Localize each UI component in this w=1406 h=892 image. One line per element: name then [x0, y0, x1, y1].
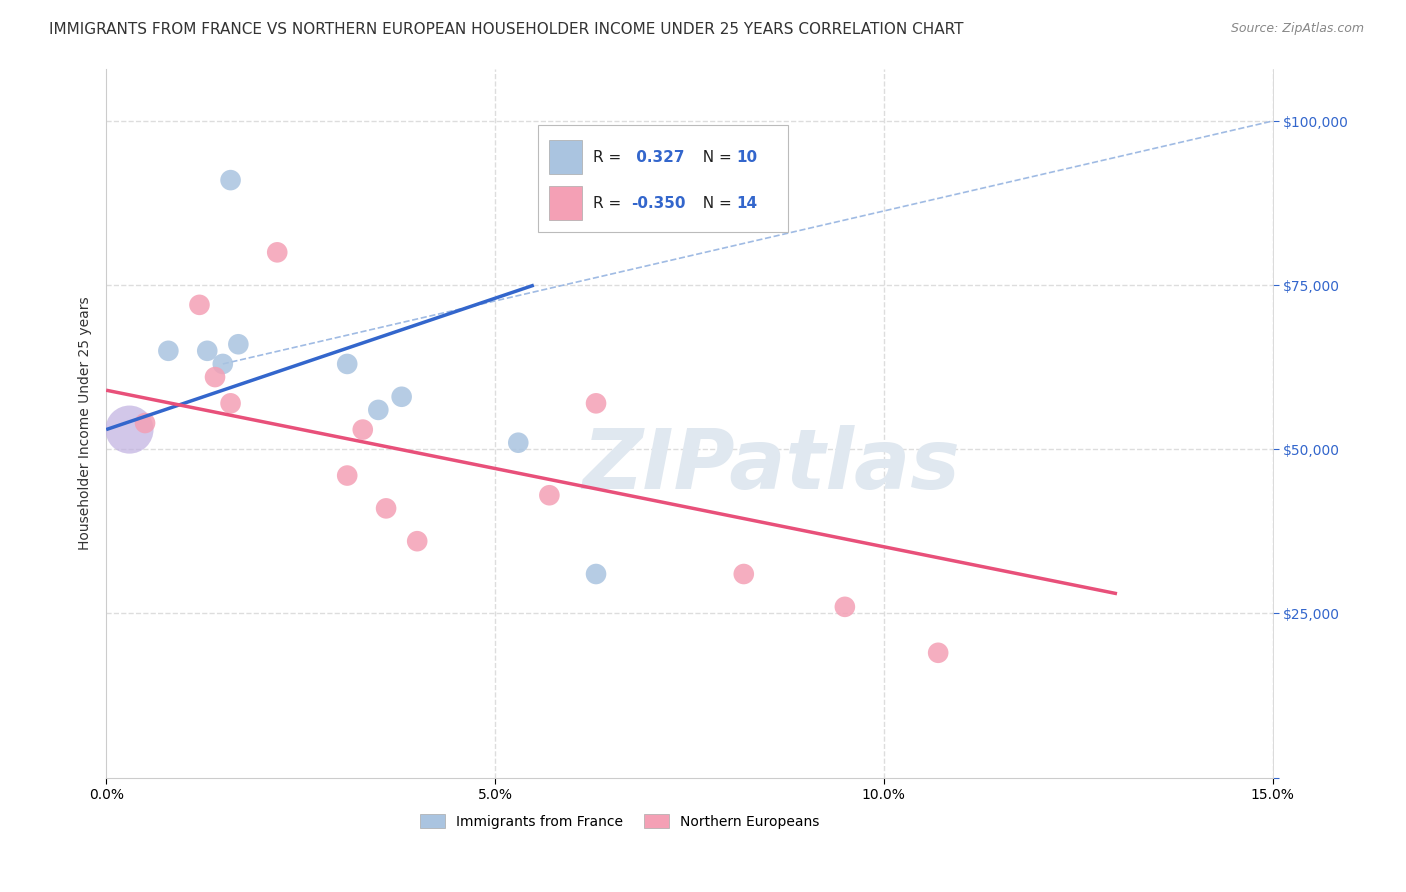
- Text: 10: 10: [735, 150, 756, 165]
- Point: [391, 390, 413, 404]
- Point: [219, 173, 242, 187]
- FancyBboxPatch shape: [537, 125, 789, 232]
- Text: N =: N =: [693, 195, 737, 211]
- Point: [195, 343, 218, 358]
- Point: [336, 468, 359, 483]
- Bar: [550, 186, 582, 220]
- Bar: [550, 140, 582, 174]
- Point: [219, 396, 242, 410]
- Point: [134, 416, 156, 430]
- Point: [188, 298, 211, 312]
- Text: IMMIGRANTS FROM FRANCE VS NORTHERN EUROPEAN HOUSEHOLDER INCOME UNDER 25 YEARS CO: IMMIGRANTS FROM FRANCE VS NORTHERN EUROP…: [49, 22, 963, 37]
- Point: [352, 423, 374, 437]
- Text: R =: R =: [592, 150, 626, 165]
- Text: N =: N =: [693, 150, 737, 165]
- Y-axis label: Householder Income Under 25 years: Householder Income Under 25 years: [79, 296, 93, 549]
- Point: [266, 245, 288, 260]
- Point: [157, 343, 180, 358]
- Point: [538, 488, 561, 502]
- Point: [834, 599, 856, 614]
- Text: 0.327: 0.327: [631, 150, 685, 165]
- Text: -0.350: -0.350: [631, 195, 686, 211]
- Legend: Immigrants from France, Northern Europeans: Immigrants from France, Northern Europea…: [415, 808, 825, 834]
- Point: [927, 646, 949, 660]
- Point: [211, 357, 233, 371]
- Point: [585, 396, 607, 410]
- Point: [585, 567, 607, 582]
- Point: [118, 423, 141, 437]
- Point: [204, 370, 226, 384]
- Point: [375, 501, 398, 516]
- Point: [406, 534, 429, 549]
- Point: [367, 403, 389, 417]
- Text: 14: 14: [735, 195, 756, 211]
- Text: R =: R =: [592, 195, 626, 211]
- Point: [733, 567, 755, 582]
- Point: [508, 435, 530, 450]
- Text: ZIPatlas: ZIPatlas: [582, 425, 960, 506]
- Point: [228, 337, 250, 351]
- Text: Source: ZipAtlas.com: Source: ZipAtlas.com: [1230, 22, 1364, 36]
- Point: [336, 357, 359, 371]
